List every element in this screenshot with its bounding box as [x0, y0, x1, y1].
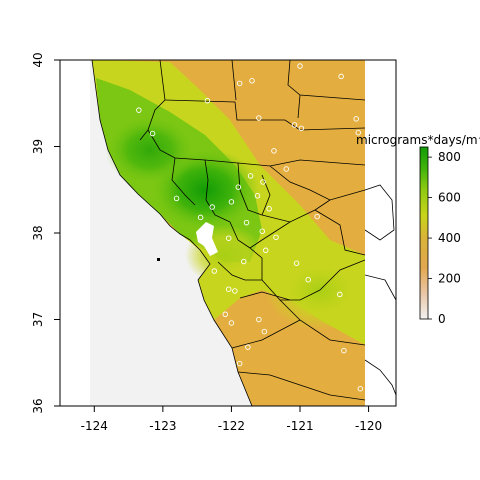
border [171, 157, 196, 206]
x-tick-label: -121 [286, 419, 313, 433]
station-marker [262, 247, 269, 254]
station-marker [341, 347, 347, 354]
y-tick-label: 37 [31, 312, 45, 327]
station-marker [260, 179, 266, 185]
station-marker [337, 291, 343, 298]
station-marker [222, 311, 229, 318]
station-marker [297, 63, 303, 69]
legend-title: micrograms*days/m^3 [356, 133, 480, 147]
legend-ticks: 0 200 400 600 800 [428, 150, 461, 326]
station-marker [209, 204, 215, 210]
border [364, 274, 396, 301]
border [139, 129, 149, 141]
station-marker [305, 276, 311, 283]
legend-tick-label: 200 [438, 272, 461, 286]
legend-tick-label: 400 [438, 231, 461, 245]
station-marker [236, 80, 243, 87]
station-marker [204, 97, 211, 104]
station-marker [256, 316, 262, 323]
station-marker [353, 116, 359, 122]
station-marker [211, 268, 218, 274]
station-marker [228, 320, 235, 326]
county-borders [91, 60, 396, 406]
coastline [91, 60, 253, 406]
x-tick-label: -122 [218, 419, 245, 433]
monitoring-stations [136, 63, 372, 392]
y-tick-label: 36 [31, 398, 45, 413]
y-tick-label: 40 [31, 52, 45, 67]
station-marker [273, 234, 279, 241]
station-marker [259, 228, 266, 235]
station-marker [243, 219, 250, 226]
raster-layer [90, 60, 396, 406]
station-marker [355, 129, 362, 136]
border [231, 319, 301, 349]
station-marker [271, 148, 277, 154]
border [217, 261, 262, 281]
bay-water [196, 222, 218, 256]
station-marker [235, 184, 242, 190]
border [269, 165, 366, 201]
legend: micrograms*days/m^3 0 200 400 600 800 [356, 133, 480, 326]
station-marker [283, 166, 290, 172]
y-axis: 36 37 38 39 40 [31, 52, 60, 414]
border [364, 359, 396, 396]
station-marker [357, 385, 364, 392]
station-marker [249, 78, 255, 84]
border [261, 199, 331, 223]
station-marker [225, 235, 232, 241]
station-marker [228, 199, 235, 205]
station-marker [247, 173, 254, 179]
station-marker [241, 258, 247, 265]
station-marker [293, 260, 300, 267]
station-marker [136, 107, 142, 113]
border [231, 60, 237, 101]
legend-tick-label: 800 [438, 150, 461, 164]
border [237, 371, 366, 401]
station-marker [236, 360, 243, 367]
legend-tick-label: 0 [438, 312, 446, 326]
border [279, 299, 366, 346]
border [249, 221, 291, 249]
station-marker [225, 286, 232, 292]
border [297, 94, 301, 119]
station-marker [173, 195, 180, 202]
y-tick-label: 38 [31, 225, 45, 240]
x-tick-label: -120 [355, 419, 382, 433]
hotspot-north [105, 115, 195, 185]
station-marker [256, 115, 262, 121]
border [364, 184, 395, 241]
x-tick-label: -124 [81, 419, 108, 433]
border [287, 60, 366, 101]
station-marker [266, 206, 272, 212]
border [314, 209, 366, 256]
border [204, 159, 231, 223]
station-marker [338, 73, 344, 80]
station-marker [314, 213, 320, 220]
x-tick-label: -123 [149, 419, 176, 433]
border [239, 291, 291, 301]
station-marker [197, 214, 204, 221]
border [229, 221, 366, 301]
station-marker [232, 288, 238, 294]
station-marker [298, 125, 305, 132]
legend-tick-label: 600 [438, 191, 461, 205]
station-marker [209, 249, 215, 255]
station-marker [254, 193, 261, 199]
station-marker [245, 344, 251, 350]
station-marker [291, 122, 298, 128]
x-axis: -124 -123 -122 -121 -120 [81, 406, 382, 433]
y-tick-label: 39 [31, 139, 45, 154]
legend-colorbar [419, 146, 429, 320]
border [164, 99, 366, 131]
station-marker [365, 320, 372, 326]
station-marker [261, 328, 268, 335]
inland-dot [157, 258, 160, 261]
station-marker [149, 130, 156, 137]
